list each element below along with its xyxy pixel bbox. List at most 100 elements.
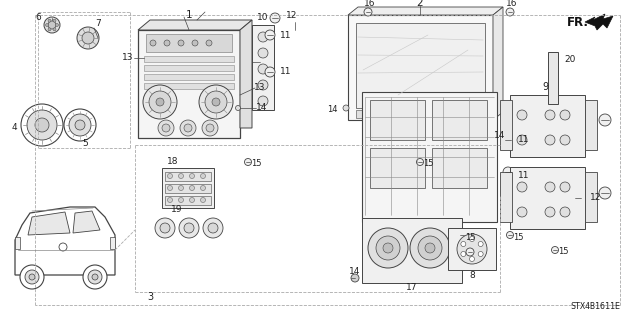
Circle shape [156,98,164,106]
Circle shape [48,28,51,31]
Text: 15: 15 [423,160,433,168]
Circle shape [506,232,513,239]
Circle shape [206,124,214,132]
Circle shape [27,110,57,140]
Circle shape [258,96,268,106]
Circle shape [88,270,102,284]
Circle shape [25,270,39,284]
Circle shape [478,251,483,256]
Circle shape [203,218,223,238]
Circle shape [376,236,400,260]
Text: 14: 14 [494,130,506,139]
Circle shape [383,243,393,253]
Text: 17: 17 [406,284,418,293]
Circle shape [466,248,474,256]
Circle shape [205,91,227,113]
Bar [548,52,558,104]
Circle shape [552,247,559,254]
Circle shape [258,48,268,58]
Bar [252,25,274,110]
Circle shape [503,167,513,177]
Circle shape [168,174,173,179]
Circle shape [83,265,107,289]
Circle shape [35,118,49,132]
Bar [510,95,585,157]
Circle shape [59,243,67,251]
Circle shape [200,186,205,190]
Circle shape [200,197,205,203]
Text: 8: 8 [469,271,475,279]
Circle shape [189,197,195,203]
Bar [356,23,485,108]
Circle shape [20,265,44,289]
Circle shape [45,24,49,26]
Polygon shape [15,207,115,275]
Circle shape [48,19,51,22]
Text: 11: 11 [518,136,529,145]
Bar [585,100,597,150]
Circle shape [265,30,275,40]
Polygon shape [138,20,252,30]
Circle shape [461,251,466,256]
Bar [144,74,234,80]
Circle shape [417,159,424,166]
Text: 11: 11 [280,68,291,77]
Circle shape [506,8,514,16]
Text: 7: 7 [95,19,101,28]
Bar [138,30,240,138]
Text: 2: 2 [417,0,423,8]
Text: 9: 9 [542,82,548,92]
Circle shape [64,109,96,141]
Circle shape [368,228,408,268]
Bar [500,100,512,150]
Circle shape [343,105,349,111]
Circle shape [545,110,555,120]
Text: 13: 13 [122,54,134,63]
Circle shape [258,80,268,90]
Polygon shape [585,14,613,30]
Circle shape [545,207,555,217]
Bar [448,228,496,270]
Circle shape [458,232,465,239]
Circle shape [168,186,173,190]
Circle shape [206,40,212,46]
Circle shape [425,243,435,253]
Bar [432,100,487,140]
Circle shape [560,110,570,120]
Circle shape [168,197,173,203]
Text: 16: 16 [364,0,376,8]
Circle shape [179,218,199,238]
Circle shape [265,67,275,77]
Circle shape [189,174,195,179]
Circle shape [199,85,233,119]
Text: 14: 14 [349,268,361,277]
Polygon shape [73,211,100,233]
Bar [432,148,487,188]
Text: 4: 4 [11,122,17,131]
Bar [144,83,234,89]
Bar [362,92,497,222]
Text: 10: 10 [257,13,269,23]
Text: 11: 11 [518,170,529,180]
Circle shape [461,241,466,247]
Circle shape [517,207,527,217]
Text: 14: 14 [327,106,337,115]
Circle shape [517,110,527,120]
Circle shape [92,274,98,280]
Circle shape [143,85,177,119]
Circle shape [418,236,442,260]
Circle shape [517,182,527,192]
Text: 19: 19 [172,204,183,213]
Bar [510,167,585,229]
Bar [348,15,493,120]
Circle shape [560,182,570,192]
Circle shape [82,32,94,44]
Circle shape [53,19,56,22]
Text: FR.: FR. [567,17,589,29]
Bar [110,237,115,249]
Circle shape [53,28,56,31]
Text: 3: 3 [147,292,153,302]
Bar [144,65,234,71]
Circle shape [599,187,611,199]
Text: 1: 1 [186,10,192,20]
